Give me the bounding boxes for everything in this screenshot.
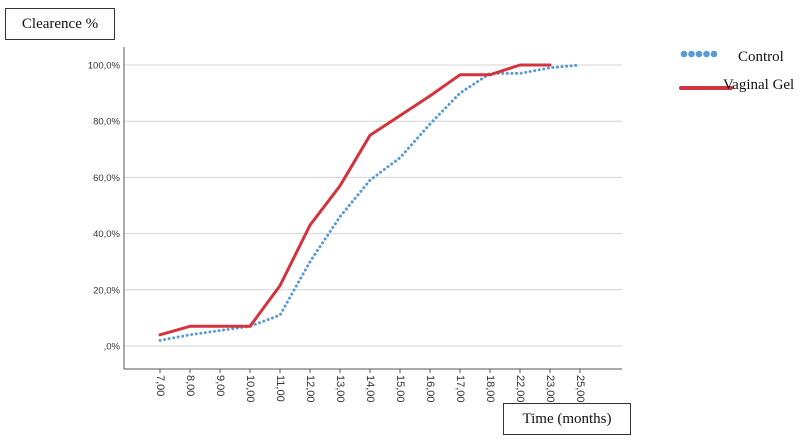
legend-label-vaginal-gel: Vaginal Gel [723, 77, 795, 93]
legend-marker-control [688, 50, 695, 58]
y-axis-label: Clearence % [5, 8, 115, 40]
y-tick-labels: ,0% 20,0% 40,0% 60,0% 80,0% 100,0% [88, 61, 121, 353]
series-line-control [158, 63, 582, 342]
grid-lines [124, 64, 622, 347]
x-tick-label: 17,00 [454, 375, 466, 403]
legend [679, 50, 733, 90]
series-line-vaginal-gel [158, 63, 552, 337]
x-tick-label: 7,00 [154, 375, 166, 396]
y-tick-label: 40,0% [93, 229, 120, 240]
legend-marker-control [703, 50, 710, 58]
y-tick-label: ,0% [104, 342, 121, 353]
x-tick-label: 16,00 [424, 375, 436, 403]
x-tick-label: 23,00 [544, 375, 556, 403]
y-tick-label: 20,0% [93, 285, 120, 296]
x-tick-label: 22,00 [514, 375, 526, 403]
x-tick-label: 12,00 [304, 375, 316, 403]
x-tick-label: 9,00 [214, 375, 226, 396]
y-tick-label: 60,0% [93, 173, 120, 184]
x-tick-label: 10,00 [244, 375, 256, 403]
x-tick-label: 8,00 [184, 375, 196, 396]
legend-marker-control [710, 50, 718, 58]
x-tick-label: 18,00 [484, 375, 496, 403]
series-lines [158, 63, 582, 342]
x-tick-labels: 7,00 8,00 9,00 10,00 11,00 12,00 13,00 14,00 15,… [154, 369, 586, 403]
x-tick-label: 14,00 [364, 375, 376, 403]
x-tick-label: 25,00 [574, 375, 586, 403]
legend-label-control: Control [738, 49, 784, 65]
legend-marker-control [680, 50, 688, 58]
x-tick-label: 11,00 [274, 375, 286, 402]
x-tick-label: 15,00 [394, 375, 406, 403]
legend-marker-control [695, 50, 703, 58]
y-tick-label: 100,0% [88, 61, 121, 72]
x-axis-label: Time (months) [503, 403, 631, 435]
y-tick-label: 80,0% [93, 117, 120, 128]
x-tick-label: 13,00 [334, 375, 346, 403]
axes [123, 47, 622, 370]
